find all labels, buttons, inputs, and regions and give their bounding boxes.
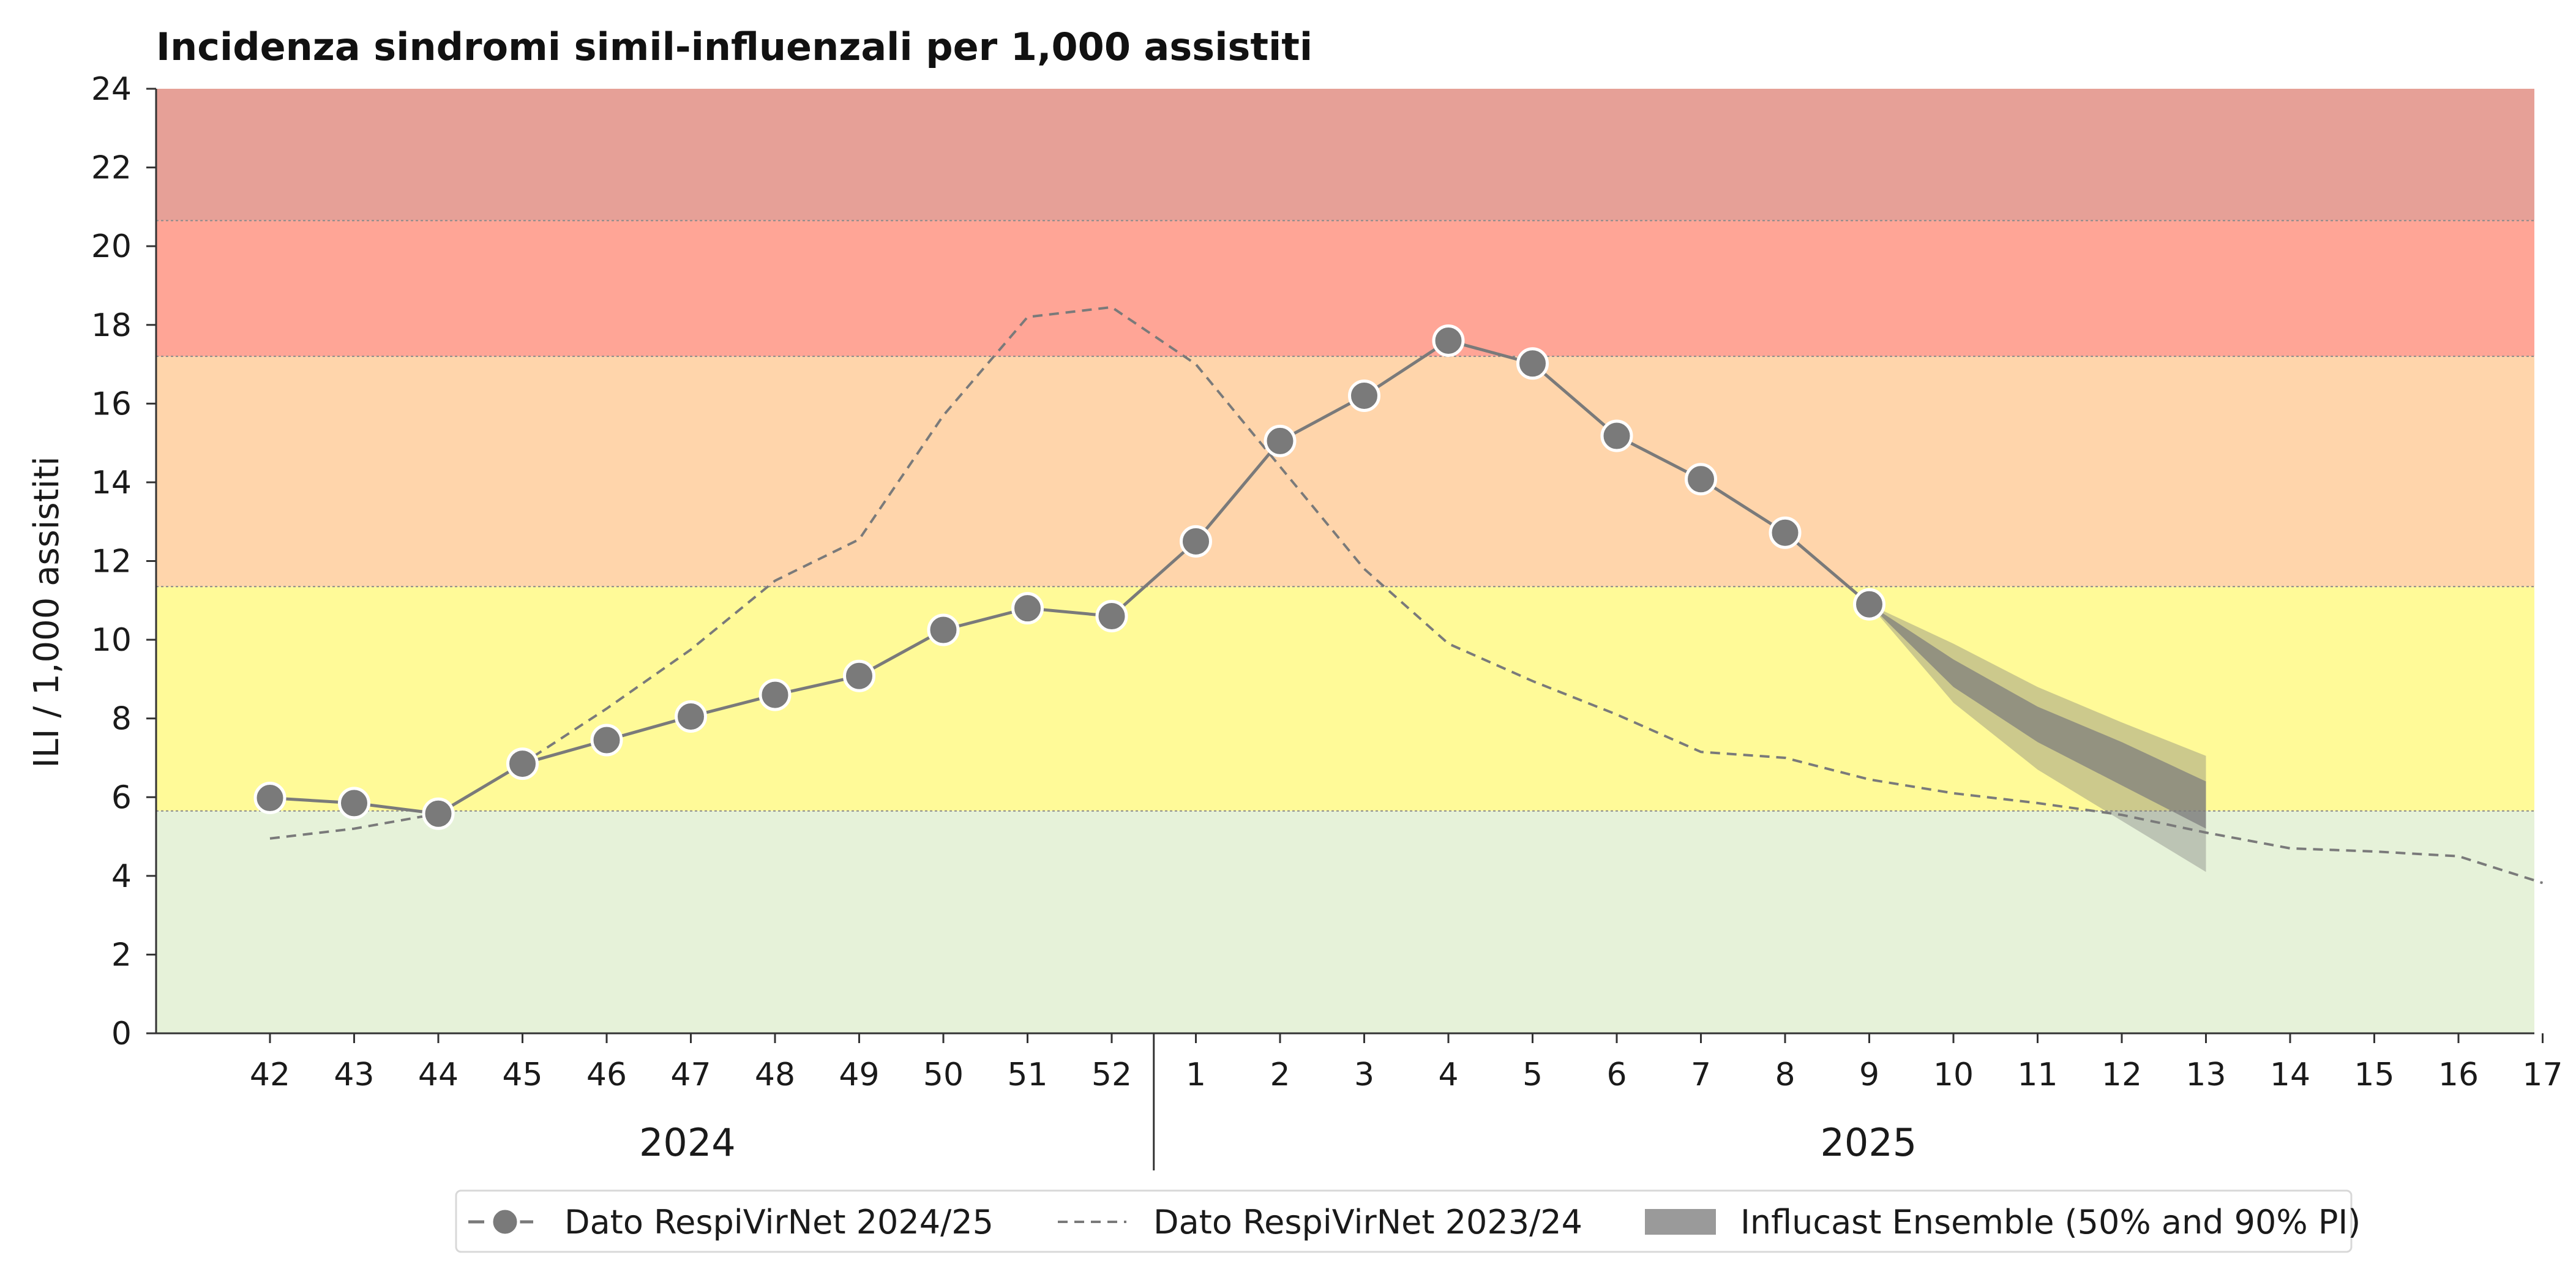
legend-label-2024-25: Dato RespiVirNet 2024/25 xyxy=(564,1203,994,1241)
x-tick-label-1: 1 xyxy=(1186,1057,1206,1093)
series-2024-25-point-49 xyxy=(843,659,875,692)
x-tick-label-3: 3 xyxy=(1354,1057,1374,1093)
y-axis-title: ILI / 1,000 assistiti xyxy=(27,456,67,768)
legend-forecast-swatch xyxy=(1645,1209,1716,1235)
series-2023-24-line xyxy=(269,305,2544,885)
series-2024-25-point-2 xyxy=(1264,424,1297,457)
series-2024-25-point-1 xyxy=(1180,525,1212,558)
series-2024-25-point-46 xyxy=(590,724,623,757)
x-tick-label-5: 5 xyxy=(1522,1057,1543,1093)
series-2024-25-point-9 xyxy=(1853,588,1885,621)
x-tick-label-11: 11 xyxy=(2017,1057,2057,1093)
x-tick-label-52: 52 xyxy=(1091,1057,1132,1093)
series-2024-25-point-43 xyxy=(338,787,370,820)
x-tick-label-12: 12 xyxy=(2102,1057,2142,1093)
series-2024-25-point-5 xyxy=(1516,347,1549,380)
series-2024-25-point-51 xyxy=(1011,592,1044,625)
x-tick-label-49: 49 xyxy=(839,1057,879,1093)
year-label-2024: 2024 xyxy=(639,1120,736,1165)
x-tick-label-9: 9 xyxy=(1859,1057,1879,1093)
series-2024-25-point-48 xyxy=(758,678,792,711)
x-tick-label-44: 44 xyxy=(418,1057,459,1093)
x-tick-label-17: 17 xyxy=(2522,1057,2563,1093)
x-tick-label-4: 4 xyxy=(1438,1057,1458,1093)
y-tick-label-4: 4 xyxy=(111,858,132,895)
series-2024-25-point-3 xyxy=(1348,379,1380,412)
y-tick-label-12: 12 xyxy=(91,544,132,580)
series-2024-25-point-52 xyxy=(1095,600,1128,633)
y-tick-label-0: 0 xyxy=(111,1016,132,1052)
series-2024-25-point-50 xyxy=(927,613,960,646)
x-tick-label-16: 16 xyxy=(2438,1057,2479,1093)
data-lines xyxy=(253,305,2544,885)
x-tick-label-6: 6 xyxy=(1606,1057,1627,1093)
y-tick-label-18: 18 xyxy=(91,307,132,344)
legend-series-2024-25-marker xyxy=(490,1207,520,1237)
x-tick-label-47: 47 xyxy=(670,1057,711,1093)
x-tick-label-15: 15 xyxy=(2354,1057,2394,1093)
y-tick-label-8: 8 xyxy=(111,701,132,738)
y-tick-label-6: 6 xyxy=(111,779,132,816)
y-tick-label-22: 22 xyxy=(91,150,132,187)
year-label-2025: 2025 xyxy=(1820,1120,1917,1165)
series-2024-25-point-42 xyxy=(253,782,286,815)
x-tick-label-42: 42 xyxy=(250,1057,290,1093)
forecast-pi50-band xyxy=(1869,604,2206,829)
y-tick-label-14: 14 xyxy=(91,465,132,501)
legend-label-2023-24: Dato RespiVirNet 2023/24 xyxy=(1153,1203,1582,1241)
series-2024-25-point-4 xyxy=(1432,324,1465,357)
y-tick-label-16: 16 xyxy=(91,386,132,422)
x-tick-label-2: 2 xyxy=(1270,1057,1290,1093)
forecast-bands xyxy=(1869,604,2206,872)
y-tick-label-24: 24 xyxy=(91,71,132,108)
threshold-band-0 xyxy=(156,810,2534,1033)
legend-frame xyxy=(455,1189,2353,1253)
x-tick-label-45: 45 xyxy=(502,1057,542,1093)
y-tick-label-10: 10 xyxy=(91,622,132,659)
series-2024-25-point-47 xyxy=(675,700,707,733)
x-tick-label-51: 51 xyxy=(1007,1057,1047,1093)
x-tick-label-48: 48 xyxy=(755,1057,795,1093)
threshold-band-3 xyxy=(156,220,2534,357)
y-tick-label-2: 2 xyxy=(111,937,132,973)
threshold-bands xyxy=(156,89,2534,1033)
x-tick-label-13: 13 xyxy=(2185,1057,2226,1093)
threshold-band-4 xyxy=(156,89,2534,221)
x-tick-label-8: 8 xyxy=(1775,1057,1795,1093)
x-tick-label-46: 46 xyxy=(586,1057,627,1093)
x-tick-label-43: 43 xyxy=(334,1057,374,1093)
x-tick-label-7: 7 xyxy=(1691,1057,1711,1093)
series-2024-25-point-44 xyxy=(422,797,455,830)
series-2024-25-point-7 xyxy=(1685,463,1717,496)
x-tick-label-14: 14 xyxy=(2270,1057,2310,1093)
x-tick-label-10: 10 xyxy=(1933,1057,1974,1093)
series-2024-25-point-45 xyxy=(506,747,539,780)
y-tick-label-20: 20 xyxy=(91,228,132,265)
x-tick-label-50: 50 xyxy=(923,1057,964,1093)
threshold-band-2 xyxy=(156,356,2534,587)
legend-label-forecast: Influcast Ensemble (50% and 90% PI) xyxy=(1740,1203,2361,1241)
series-2024-25-point-6 xyxy=(1600,419,1633,452)
series-2024-25-point-8 xyxy=(1769,516,1802,549)
chart-title: Incidenza sindromi simil-influenzali per… xyxy=(156,24,1312,69)
legend: Dato RespiVirNet 2024/25 Dato RespiVirNe… xyxy=(455,1189,2361,1253)
